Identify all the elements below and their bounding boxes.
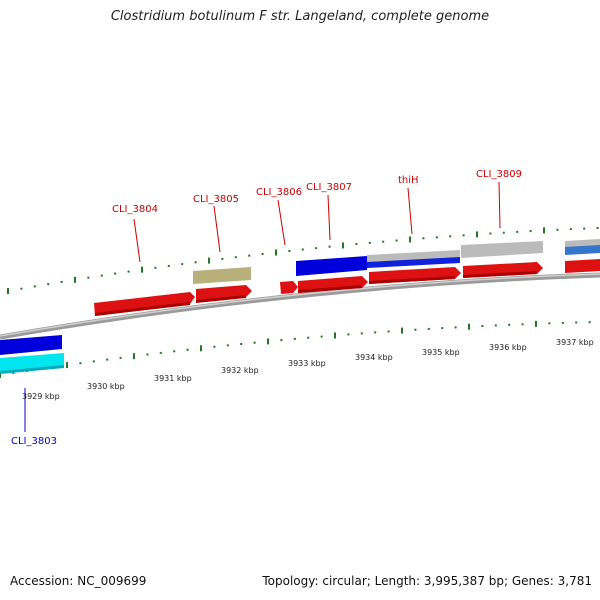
gene-cli-3804-cds[interactable]	[94, 292, 195, 316]
gene-cli-3806-cds[interactable]	[280, 281, 298, 294]
gene-label-thih[interactable]: thiH	[398, 175, 419, 186]
leader-thih	[407, 187, 413, 235]
gene-cli-3809-feature[interactable]	[461, 241, 543, 258]
genome-summary: Topology: circular; Length: 3,995,387 bp…	[262, 574, 592, 588]
leader-cli-3806	[277, 199, 286, 246]
gene-thih-feature-blue	[367, 257, 460, 268]
gene-cli-3803-feature[interactable]	[0, 335, 62, 355]
tick-label-3934: 3934 kbp	[355, 353, 393, 362]
gene-label-cli-3804[interactable]: CLI_3804	[112, 204, 158, 215]
leader-cli-3807	[327, 194, 331, 241]
tick-label-3930: 3930 kbp	[87, 382, 125, 391]
gene-right-edge-cds[interactable]	[565, 259, 600, 273]
tick-label-3932: 3932 kbp	[221, 366, 259, 375]
genome-backbone	[0, 272, 600, 340]
tick-label-3933: 3933 kbp	[288, 359, 326, 368]
leader-cli-3805	[213, 205, 221, 253]
gene-label-cli-3807[interactable]: CLI_3807	[306, 182, 352, 193]
tick-label-3937: 3937 kbp	[556, 338, 594, 347]
gene-cli-3809-cds-shadow	[463, 271, 537, 278]
tick-label-3929: 3929 kbp	[22, 392, 60, 401]
gene-label-cli-3809[interactable]: CLI_3809	[476, 169, 522, 180]
gene-label-cli-3806[interactable]: CLI_3806	[256, 187, 302, 198]
gene-cli-3807-feature[interactable]	[296, 256, 367, 276]
gene-label-cli-3803[interactable]: CLI_3803	[11, 436, 57, 447]
gene-thih-cds-shadow	[369, 276, 455, 284]
tick-label-3935: 3935 kbp	[422, 348, 460, 357]
tick-label-3936: 3936 kbp	[489, 343, 527, 352]
map-title: Clostridium botulinum F str. Langeland, …	[110, 9, 490, 24]
accession-label: Accession: NC_009699	[10, 574, 147, 588]
leader-cli-3809	[498, 181, 501, 229]
label-leaders	[24, 181, 501, 432]
gene-cli-3804-cds-shadow	[95, 302, 190, 316]
genome-backbone-highlight	[0, 273, 600, 337]
gene-cli-3803-cds-shadow	[0, 365, 64, 374]
leader-cli-3804	[133, 218, 141, 263]
gene-cli-3805-cds-shadow	[196, 295, 246, 303]
outer-tick-ring	[7, 227, 599, 294]
tick-label-3931: 3931 kbp	[154, 374, 192, 383]
gene-cli-3807-cds-shadow	[298, 285, 362, 293]
gene-right-edge-feature-blue	[565, 245, 600, 255]
gene-label-cli-3805[interactable]: CLI_3805	[193, 194, 239, 205]
gene-cli-3805-feature[interactable]	[193, 267, 251, 284]
